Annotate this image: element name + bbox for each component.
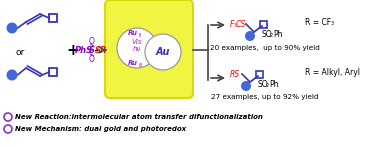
Text: 3: 3 bbox=[331, 21, 334, 26]
Text: R = Alkyl, Aryl: R = Alkyl, Aryl bbox=[305, 67, 360, 76]
Text: F: F bbox=[230, 20, 234, 29]
Text: hν: hν bbox=[133, 46, 141, 52]
Circle shape bbox=[145, 34, 181, 70]
Text: +: + bbox=[67, 42, 79, 57]
Circle shape bbox=[4, 113, 12, 121]
Text: O: O bbox=[89, 36, 95, 46]
Text: or: or bbox=[15, 47, 25, 56]
Circle shape bbox=[117, 28, 157, 68]
Text: 2: 2 bbox=[270, 33, 273, 38]
Text: 3: 3 bbox=[234, 23, 237, 28]
Text: RS: RS bbox=[230, 70, 240, 78]
Text: PhS: PhS bbox=[75, 46, 93, 55]
Text: Ph: Ph bbox=[273, 30, 282, 39]
Bar bbox=[49, 14, 57, 22]
Text: Au: Au bbox=[156, 47, 170, 57]
Text: SR: SR bbox=[95, 46, 107, 55]
Text: Ph: Ph bbox=[269, 80, 279, 88]
Text: New Mechanism: dual gold and photoredox: New Mechanism: dual gold and photoredox bbox=[15, 126, 186, 132]
Text: 27 examples, up to 92% yield: 27 examples, up to 92% yield bbox=[211, 94, 319, 100]
Circle shape bbox=[241, 81, 251, 91]
Circle shape bbox=[245, 31, 255, 41]
Bar bbox=[260, 21, 267, 28]
FancyBboxPatch shape bbox=[105, 0, 193, 98]
Text: S: S bbox=[89, 46, 95, 55]
Text: CS: CS bbox=[236, 20, 246, 29]
Text: 20 examples,  up to 90% yield: 20 examples, up to 90% yield bbox=[210, 45, 320, 51]
Text: SO: SO bbox=[261, 30, 272, 39]
Text: 2: 2 bbox=[266, 83, 269, 88]
Bar bbox=[256, 71, 263, 78]
Circle shape bbox=[6, 22, 17, 34]
Text: Ru: Ru bbox=[128, 30, 138, 36]
Circle shape bbox=[4, 125, 12, 133]
Text: III: III bbox=[139, 62, 143, 67]
Text: New Reaction:intermolecular atom transfer difunctionalization: New Reaction:intermolecular atom transfe… bbox=[15, 114, 263, 120]
Text: O: O bbox=[89, 55, 95, 64]
Text: SO: SO bbox=[257, 80, 268, 88]
Bar bbox=[49, 68, 57, 76]
Text: II: II bbox=[138, 32, 141, 37]
Text: Vis: Vis bbox=[132, 39, 142, 45]
Text: Ru: Ru bbox=[128, 60, 138, 66]
Circle shape bbox=[6, 70, 17, 81]
Text: R = CF: R = CF bbox=[305, 17, 331, 26]
